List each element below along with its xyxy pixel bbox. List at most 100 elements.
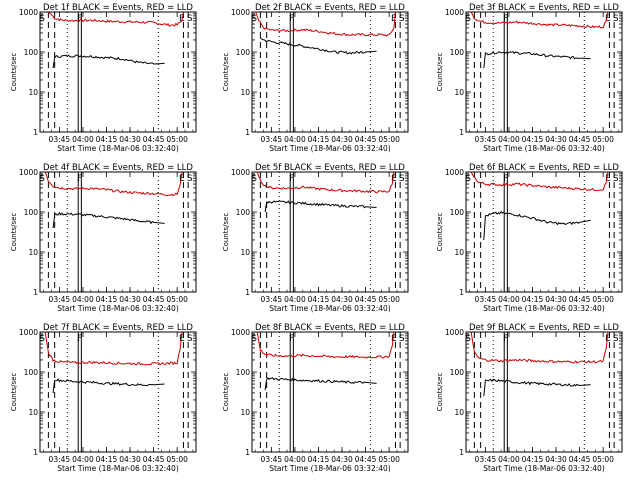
x-tick-label: 04:15	[522, 455, 544, 464]
x-tick-label: 05:00	[166, 135, 188, 144]
x-tick-label: 03:45	[261, 295, 283, 304]
y-tick-label: 1000	[231, 8, 250, 17]
detector-panel: Det 9f BLACK = Events, RED = LLD 1 10 100 10…	[436, 323, 623, 473]
x-tick-label: 04:15	[96, 135, 118, 144]
plot-frame	[251, 11, 409, 133]
x-tick-label: 04:00	[498, 455, 520, 464]
event-marker-label: E	[605, 174, 611, 184]
y-tick-label: 1000	[19, 8, 38, 17]
detector-panel: Det 4f BLACK = Events, RED = LLD 1 10 100 10…	[10, 163, 197, 313]
detector-panel: Det 6f BLACK = Events, RED = LLD 1 10 100 10…	[436, 163, 623, 313]
y-tick-label: 1	[245, 128, 250, 137]
x-tick-label: 04:15	[308, 295, 330, 304]
y-axis-label: Counts/sec	[222, 213, 230, 252]
y-axis-label: Counts/sec	[10, 53, 18, 92]
x-tick-label: 04:45	[569, 295, 591, 304]
y-axis-label: Counts/sec	[436, 213, 444, 252]
event-marker-label: S	[465, 334, 471, 344]
lld-series-line	[470, 11, 609, 29]
x-tick-label: 05:00	[378, 135, 400, 144]
x-tick-label: 04:30	[119, 295, 141, 304]
x-tick-label: 04:30	[331, 455, 353, 464]
x-tick-label: 05:00	[166, 295, 188, 304]
y-tick-label: 100	[450, 208, 465, 217]
event-marker-label: S	[39, 334, 45, 344]
x-axis-label: Start Time (18-Mar-06 03:32:40)	[269, 464, 391, 473]
y-tick-label: 1000	[19, 168, 38, 177]
event-marker-label: S	[39, 174, 45, 184]
event-marker-label: S	[613, 14, 619, 24]
y-tick-label: 100	[450, 48, 465, 57]
x-tick-label: 03:45	[49, 455, 71, 464]
event-marker-label: F	[289, 174, 294, 184]
event-marker-label: F	[503, 14, 508, 24]
event-marker-label: F	[503, 334, 508, 344]
y-tick-label: 1	[33, 448, 38, 457]
y-tick-label: 10	[28, 88, 38, 97]
y-tick-label: 1000	[231, 328, 250, 337]
lld-series-line	[48, 11, 184, 28]
y-tick-label: 1	[245, 448, 250, 457]
event-marker-label: S	[465, 174, 471, 184]
x-tick-label: 04:15	[522, 135, 544, 144]
y-tick-label: 100	[450, 368, 465, 377]
y-axis-label: Counts/sec	[222, 373, 230, 412]
y-tick-label: 1	[33, 288, 38, 297]
x-axis-label: Start Time (18-Mar-06 03:32:40)	[483, 464, 605, 473]
x-tick-label: 03:45	[475, 135, 497, 144]
x-tick-label: 04:15	[96, 455, 118, 464]
event-marker-label: E	[391, 174, 397, 184]
panel-title: Det 6f BLACK = Events, RED = LLD	[469, 163, 619, 173]
x-tick-label: 04:30	[545, 135, 567, 144]
x-tick-label: 04:45	[143, 295, 165, 304]
event-marker-label: S	[399, 14, 405, 24]
events-series-line	[264, 200, 377, 213]
plot-frame	[465, 11, 623, 133]
panel-title: Det 9f BLACK = Events, RED = LLD	[469, 323, 619, 333]
y-tick-label: 1000	[445, 8, 464, 17]
event-marker-label: E	[179, 174, 185, 184]
y-tick-label: 1000	[19, 328, 38, 337]
x-tick-label: 04:30	[331, 135, 353, 144]
event-marker-label: E	[605, 14, 611, 24]
events-series-line	[52, 378, 165, 393]
x-tick-label: 04:30	[331, 295, 353, 304]
detector-panel: Det 5f BLACK = Events, RED = LLD 1 10 100 10…	[222, 163, 409, 313]
x-axis-label: Start Time (18-Mar-06 03:32:40)	[269, 144, 391, 153]
x-tick-label: 04:45	[143, 135, 165, 144]
x-tick-label: 05:00	[378, 455, 400, 464]
panel-title: Det 3f BLACK = Events, RED = LLD	[469, 3, 619, 13]
lld-series-line	[44, 331, 183, 366]
x-tick-label: 04:45	[355, 135, 377, 144]
plot-frame	[251, 331, 409, 453]
panel-title: Det 8f BLACK = Events, RED = LLD	[255, 323, 405, 333]
plot-frame	[251, 171, 409, 293]
event-marker-label: S	[187, 14, 193, 24]
detector-panel: Det 3f BLACK = Events, RED = LLD 1 10 100 10…	[436, 3, 623, 153]
event-marker-label: S	[187, 174, 193, 184]
event-marker-label: E	[391, 334, 397, 344]
y-tick-label: 1	[33, 128, 38, 137]
x-axis-label: Start Time (18-Mar-06 03:32:40)	[483, 304, 605, 313]
y-tick-label: 100	[236, 368, 251, 377]
y-tick-label: 1000	[231, 168, 250, 177]
events-series-line	[52, 211, 165, 228]
x-tick-label: 03:45	[49, 295, 71, 304]
lld-series-line	[256, 171, 395, 194]
events-series-line	[483, 378, 591, 397]
panel-title: Det 7f BLACK = Events, RED = LLD	[43, 323, 193, 333]
plot-frame	[39, 171, 197, 293]
event-marker-label: S	[613, 334, 619, 344]
event-marker-label: E	[179, 334, 185, 344]
y-axis-label: Counts/sec	[222, 53, 230, 92]
detector-panel: Det 7f BLACK = Events, RED = LLD 1 10 100 10…	[10, 323, 197, 473]
plot-frame	[39, 331, 197, 453]
y-tick-label: 1	[459, 448, 464, 457]
y-tick-label: 10	[454, 248, 464, 257]
panel-title: Det 4f BLACK = Events, RED = LLD	[43, 163, 193, 173]
events-series-line	[52, 54, 165, 68]
x-tick-label: 05:00	[166, 455, 188, 464]
y-tick-label: 1000	[445, 168, 464, 177]
plot-frame	[465, 331, 623, 453]
